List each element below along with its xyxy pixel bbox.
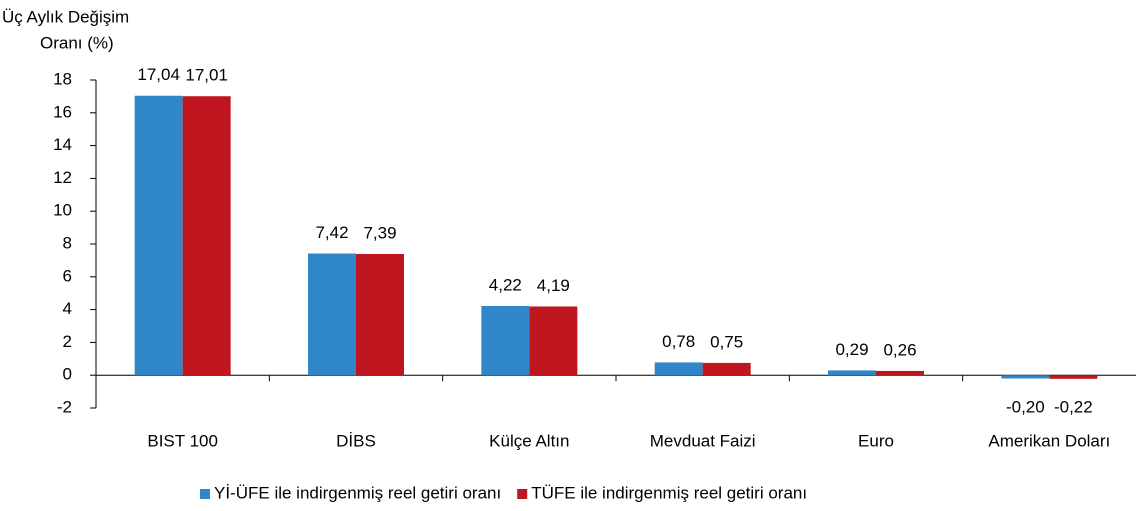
value-label: 4,19 xyxy=(537,276,570,295)
y-axis-label: Oranı (%) xyxy=(40,33,114,52)
bar xyxy=(182,96,231,376)
bar xyxy=(828,370,876,376)
x-tick-label: Euro xyxy=(858,431,894,450)
x-tick-label: Mevduat Faizi xyxy=(650,431,756,450)
y-tick-label: 18 xyxy=(53,69,72,88)
value-label: -0,22 xyxy=(1054,397,1093,416)
bar xyxy=(1049,375,1098,379)
y-axis-label: Üç Aylık Değişim xyxy=(2,7,129,26)
legend-label: TÜFE ile indirgenmiş reel getiri oranı xyxy=(531,483,807,502)
y-tick-label: 6 xyxy=(63,266,72,285)
x-tick-label: Külçe Altın xyxy=(489,431,569,450)
value-label: 0,75 xyxy=(710,332,743,351)
value-label: 4,22 xyxy=(489,275,522,294)
bar xyxy=(356,254,404,376)
x-tick-label: BIST 100 xyxy=(147,431,218,450)
bar xyxy=(308,253,356,376)
x-tick-label: Amerikan Doları xyxy=(988,431,1110,450)
y-tick-label: -2 xyxy=(57,397,72,416)
value-label: 17,04 xyxy=(137,65,180,84)
value-label: 7,39 xyxy=(363,223,396,242)
bar xyxy=(654,362,703,376)
bar xyxy=(529,306,578,376)
bar xyxy=(876,370,924,376)
value-label: 0,78 xyxy=(662,332,695,351)
value-label: 17,01 xyxy=(185,66,228,85)
value-label: 0,29 xyxy=(835,340,868,359)
y-tick-label: 4 xyxy=(63,299,72,318)
value-label: 0,26 xyxy=(883,340,916,359)
bar xyxy=(702,362,751,376)
legend-swatch xyxy=(517,489,528,499)
y-tick-label: 14 xyxy=(53,135,72,154)
legend-swatch xyxy=(200,489,210,499)
value-label: -0,20 xyxy=(1006,397,1045,416)
y-tick-label: 10 xyxy=(53,201,72,220)
y-tick-label: 2 xyxy=(63,332,72,351)
bar xyxy=(1001,375,1050,379)
y-tick-label: 16 xyxy=(53,102,72,121)
x-tick-label: DİBS xyxy=(336,431,376,450)
y-tick-label: 12 xyxy=(53,168,72,187)
y-tick-label: 8 xyxy=(63,233,72,252)
legend-label: Yİ-ÜFE ile indirgenmiş reel getiri oranı xyxy=(214,483,501,502)
bar xyxy=(481,305,530,376)
y-tick-label: 0 xyxy=(63,365,72,384)
bar xyxy=(134,95,183,376)
value-label: 7,42 xyxy=(315,223,348,242)
